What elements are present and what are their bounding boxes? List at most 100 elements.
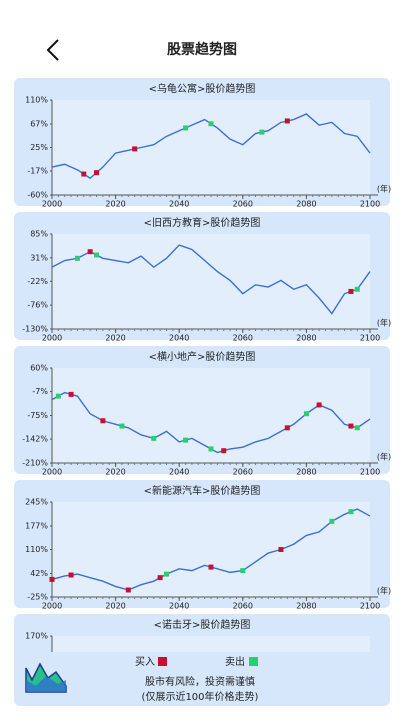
chart-title: <横小地产>股价趋势图 [149,350,256,363]
y-tick-label: 245% [25,498,48,507]
buy-marker [94,170,100,176]
sell-marker [354,425,360,431]
x-axis-unit: (年) [377,452,391,462]
x-tick-label: 2000 [42,200,62,209]
x-axis-unit: (年) [377,318,391,328]
x-tick-label: 2060 [233,200,253,209]
buy-marker [284,118,290,124]
buy-marker [348,288,354,294]
y-tick-label: 110% [25,96,48,105]
page-title: 股票趋势图 [167,41,237,58]
price-line [51,244,371,315]
y-tick-label: -25% [27,593,48,602]
legend-buy-label: 买入 [135,656,155,668]
y-tick-label: -22% [27,277,48,286]
footer-note: 股市有风险，投资需谨慎 [145,675,255,688]
legend-icon [25,662,67,693]
x-tick-label: 2060 [233,602,253,611]
legend-panel [14,652,390,706]
sell-marker [354,286,360,292]
y-tick-label: -17% [27,166,48,175]
x-tick-label: 2060 [233,468,253,477]
chart-title: <乌龟公寓>股价趋势图 [149,82,256,95]
y-tick-label: -210% [22,459,48,468]
legend-sell-swatch [249,657,258,666]
sell-marker [151,435,157,441]
y-tick-label: -7% [32,387,48,396]
x-tick-label: 2000 [42,468,62,477]
sell-marker [94,252,100,258]
buy-marker [132,146,138,152]
sell-marker [259,129,265,135]
x-tick-label: 2000 [42,602,62,611]
buy-marker [100,418,106,424]
chart-title: <诺击牙>股价趋势图 [154,618,251,631]
x-tick-label: 2020 [105,334,125,343]
legend-buy-swatch [158,657,167,666]
buy-marker [68,572,74,578]
sell-marker [303,411,309,417]
buy-marker [157,575,163,581]
x-tick-label: 2040 [169,468,189,477]
chart-card: <新能源汽车>股价趋势图 245% 177% 110% 42% -25%2000 2020 2… [14,480,391,611]
x-tick-label: 2060 [233,334,253,343]
x-tick-label: 2080 [296,200,316,209]
x-tick-label: 2040 [169,200,189,209]
buy-marker [284,425,290,431]
chart-card: <旧西方教育>股价趋势图 85% 31% -22% -76% -130%2000 2020 2… [14,212,391,343]
legend-sell-label: 卖出 [225,655,245,668]
sell-marker [329,518,335,524]
y-tick-label: 177% [25,521,48,530]
buy-marker [208,564,214,570]
x-tick-label: 2020 [105,602,125,611]
sell-marker [208,446,214,452]
y-tick-label: 85% [30,230,48,239]
y-tick-label: 60% [30,364,48,373]
x-tick-label: 2080 [296,468,316,477]
y-tick-label: -75% [27,411,48,420]
x-tick-label: 2020 [105,468,125,477]
x-tick-label: 2040 [169,602,189,611]
buy-marker [49,576,55,582]
x-tick-label: 2100 [360,334,380,343]
y-tick-label: 42% [30,569,48,578]
y-tick-label: 110% [25,545,48,554]
x-tick-label: 2080 [296,334,316,343]
y-tick-label: 25% [30,143,48,152]
x-tick-label: 2000 [42,334,62,343]
buy-marker [125,587,131,593]
sell-marker [119,423,125,429]
x-axis-unit: (年) [377,586,391,596]
buy-marker [221,448,227,454]
buy-marker [278,547,284,552]
y-tick-label: 170% [25,632,48,641]
x-tick-label: 2100 [360,200,380,209]
back-button[interactable] [46,39,59,61]
buy-marker [348,423,354,429]
sell-marker [183,437,189,443]
buy-marker [81,171,87,177]
x-axis-unit: (年) [377,184,391,194]
sell-marker [208,121,214,127]
sell-marker [240,568,246,574]
chart-card: <横小地产>股价趋势图 60% -7% -75% -142% -210%2000 2020 2… [14,346,391,477]
buy-marker [68,391,74,397]
chart-card: <乌龟公寓>股价趋势图 110% 67% 25% -17% -60%2000 2020 204… [14,78,391,209]
sell-marker [55,393,61,399]
plot-area [52,100,370,195]
y-tick-label: -130% [22,325,48,334]
buy-marker [316,402,322,408]
x-tick-label: 2020 [105,200,125,209]
x-tick-label: 2040 [169,334,189,343]
y-tick-label: -142% [22,435,48,444]
y-tick-label: -76% [27,301,48,310]
y-tick-label: 67% [30,120,48,129]
sell-marker [183,125,189,131]
sell-marker [348,509,354,515]
y-tick-label: 31% [30,253,48,262]
footer-note: (仅展示近100年价格走势) [142,690,259,703]
x-tick-label: 2100 [360,602,380,611]
buy-marker [87,249,93,255]
